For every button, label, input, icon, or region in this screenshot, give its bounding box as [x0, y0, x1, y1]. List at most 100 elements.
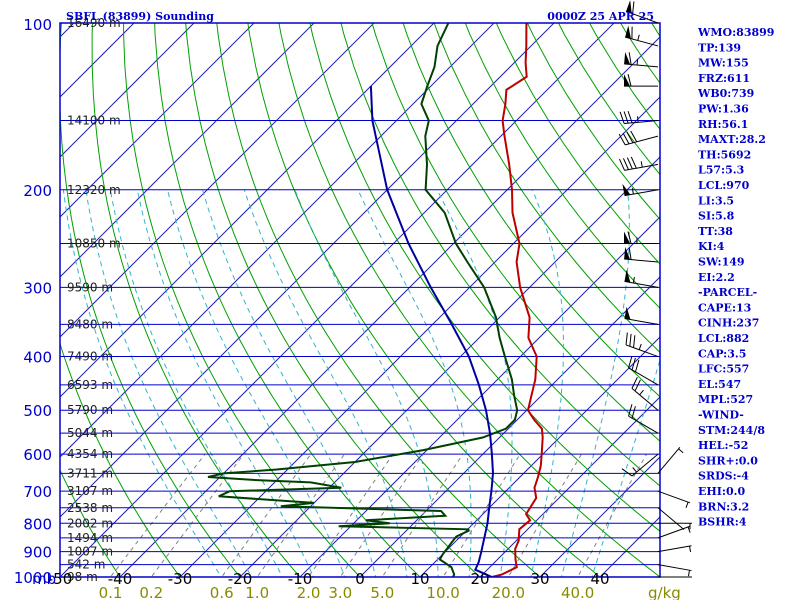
wind-barb: [624, 306, 659, 325]
wind-barb-flag: [629, 333, 632, 347]
index-line: EL:547: [698, 378, 741, 391]
index-line: LCL:882: [698, 332, 749, 345]
height-labels: 16490 m 14100 m 12320 m 10850 m 9590 m 8480 m…: [67, 16, 121, 584]
wind-barb-flag: [630, 156, 637, 169]
wind-barb-half-flag: [678, 448, 684, 454]
wind-barb-pennant: [626, 0, 632, 14]
index-line: RH:56.1: [698, 118, 748, 131]
wind-barb-half-flag: [640, 161, 643, 168]
isotherm-line: [60, 23, 555, 518]
pressure-label: 900: [23, 544, 52, 562]
sounding-traces: [207, 23, 544, 577]
mixing-ratio-tick-label: 2.0: [297, 584, 321, 600]
wind-barb-flag: [628, 355, 633, 369]
pressure-unit-label: mb: [32, 570, 56, 588]
wind-barb: [624, 74, 658, 87]
index-line: TH:5692: [698, 148, 751, 161]
parcel-trace: [369, 86, 495, 577]
temperature-tick-label: -30: [168, 570, 193, 588]
index-line: MPL:527: [698, 393, 753, 406]
wind-barb-pennant: [624, 269, 631, 283]
wind-barb-flag: [626, 157, 633, 170]
height-label: 4354 m: [67, 447, 113, 461]
isotherm-line: [419, 336, 660, 577]
height-label: 12320 m: [67, 183, 121, 197]
moist-adiabat-line: [62, 189, 222, 577]
moist-adiabat-line: [109, 189, 283, 577]
height-label: 2002 m: [67, 516, 113, 530]
height-label: 542 m: [67, 558, 105, 572]
mixing-ratio-line: [150, 453, 245, 577]
wind-barb-pennant: [624, 247, 631, 260]
moist-adiabat-line: [243, 189, 408, 577]
wind-barb: [625, 332, 659, 358]
index-line: KI:4: [698, 240, 725, 253]
wind-barb: [622, 183, 659, 197]
index-line: MW:155: [698, 57, 749, 70]
mixing-ratio-tick-label: 5.0: [370, 584, 394, 600]
wind-barb: [628, 404, 659, 434]
wind-barb-flag: [628, 52, 632, 65]
mixing-ratio-tick-label: 0.2: [139, 584, 163, 600]
wind-barb-pennant: [625, 25, 631, 39]
height-label: 3711 m: [67, 466, 113, 480]
isotherm-line: [60, 23, 615, 577]
isotherm-line: [119, 36, 660, 577]
wind-barb-shaft: [624, 63, 659, 68]
wind-barb-flag: [633, 335, 636, 348]
mixing-ratio-tick-label: 10.0: [426, 584, 459, 600]
wind-barb-flag: [627, 231, 632, 244]
temperature-labels: -50 -40 -30 -20 -10 0 10 20 30 40: [48, 570, 610, 588]
wind-barb: [657, 507, 685, 531]
wind-barb-half-flag: [632, 467, 637, 473]
moist-adiabat-line: [294, 189, 439, 577]
mixing-ratio-tick-label: 3.0: [328, 584, 352, 600]
mixing-ratio-tick-label: 0.1: [99, 584, 123, 600]
temperature-tick-label: 40: [590, 570, 609, 588]
height-label: 2538 m: [67, 501, 113, 515]
wind-barb: [624, 269, 659, 288]
wind-barb-shaft: [624, 120, 659, 125]
moist-adiabat-line: [591, 358, 660, 577]
mixing-ratio-unit-label: g/kg: [648, 584, 681, 600]
wind-barb-half-flag: [636, 59, 639, 66]
isotherm-line: [60, 23, 315, 278]
index-line: BSHR:4: [698, 516, 747, 529]
diagram-frame: [59, 22, 661, 578]
wind-barb-flag: [628, 247, 632, 260]
wind-barb-pennant: [624, 306, 631, 320]
wind-barb-shaft: [625, 135, 659, 146]
height-label: 5044 m: [67, 426, 113, 440]
isotherm-line: [60, 23, 435, 398]
wind-barb-shaft: [624, 280, 659, 288]
wind-barb-half-flag: [638, 343, 642, 350]
indices-panel: WMO:83899 TP:139 MW:155 FRZ:611 WB0:739 PW:1.…: [697, 26, 774, 529]
wind-barb-flag: [622, 158, 629, 170]
index-line: PW:1.36: [698, 103, 749, 116]
wind-barb-half-flag: [687, 526, 691, 533]
wind-barb: [625, 0, 659, 24]
temperature-tick-label: -50: [48, 570, 73, 588]
wind-barb-shaft: [657, 525, 691, 539]
wind-barb-half-flag: [687, 570, 691, 577]
wind-barb-shaft: [625, 344, 659, 358]
pressure-labels: 100 200 300 400 500 600 700 800 900 1000: [14, 16, 52, 587]
mixing-ratio-line: [307, 453, 394, 577]
wind-barb-half-flag: [637, 116, 639, 123]
index-line: TT:38: [698, 225, 733, 238]
mixing-ratio-line: [381, 453, 464, 577]
wind-barb-half-flag: [632, 276, 635, 284]
index-line: BRN:3.2: [698, 500, 749, 513]
wind-barb-half-flag: [639, 389, 644, 396]
pressure-label: 500: [23, 402, 52, 420]
wind-barb-flag: [635, 359, 640, 373]
isotherm-line: [60, 23, 195, 158]
index-line: LI:3.5: [698, 194, 734, 207]
moist-adiabat-line: [202, 189, 377, 577]
wind-barb-half-flag: [631, 188, 634, 195]
isotherm-line: [60, 23, 255, 218]
height-label: 14100 m: [67, 114, 121, 128]
isotherm-line: [599, 516, 660, 577]
height-label: 8480 m: [67, 317, 113, 331]
index-line: SI:5.8: [698, 210, 735, 223]
